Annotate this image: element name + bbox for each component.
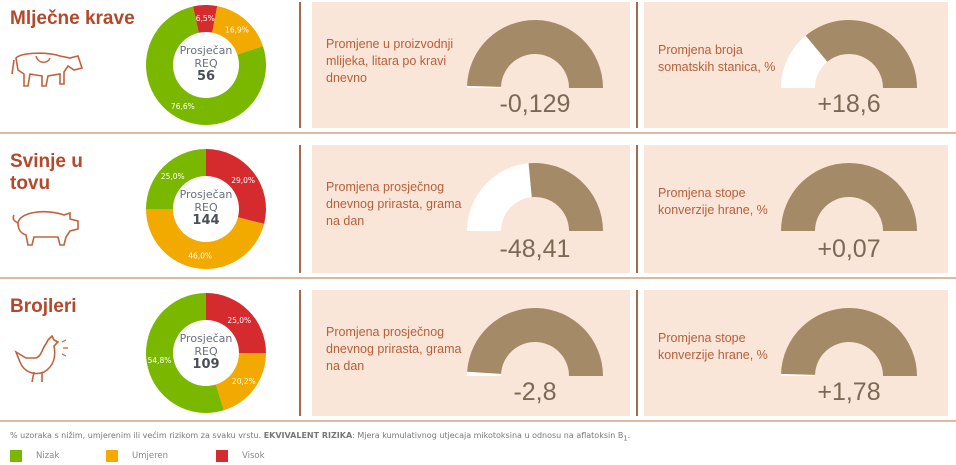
- species-title: Svinje u tovu: [10, 151, 83, 194]
- gauge: [781, 163, 917, 231]
- req-value: 144: [192, 213, 220, 228]
- gauge-fill: [528, 163, 603, 231]
- average-req: Prosječan REQ 56: [171, 44, 241, 83]
- species-row: Svinje u tovu 29,0% 46,0% 25,0% Prosječan REQ…: [0, 143, 956, 279]
- metric-panel: Promjena prosječnog dnevnog prirasta, gr…: [312, 145, 630, 273]
- gauge-fill: [805, 19, 917, 88]
- metric-label: Promjena prosječnog dnevnog prirasta, gr…: [326, 180, 462, 228]
- donut-label: 46,0%: [188, 252, 212, 261]
- metric-panel: Promjene u proizvodnji mlijeka, litara p…: [312, 2, 630, 128]
- donut-segment-visok: [192, 5, 218, 33]
- donut-segment-visok: [206, 293, 266, 353]
- risk-donut: 29,0% 46,0% 25,0%: [146, 149, 266, 269]
- gauge-empty: [781, 35, 828, 88]
- cow-icon: [11, 52, 84, 87]
- gauge-fill: [781, 307, 917, 376]
- divider: [299, 2, 301, 128]
- legend-swatch: [106, 450, 118, 462]
- donut-label: 54,8%: [148, 356, 172, 365]
- legend-swatch: [10, 450, 22, 462]
- species-row: Brojleri 25,0% 20,2% 54,8% Prosječan REQ 109 Pr…: [0, 288, 956, 422]
- center-label-line1: Prosječan: [179, 188, 233, 201]
- metric-label: Promjena stope konverzije hrane, %: [658, 186, 768, 217]
- gauge-empty: [467, 371, 502, 376]
- divider: [636, 2, 638, 128]
- donut-segment-umjeren: [146, 209, 265, 269]
- donut-segment-umjeren: [215, 353, 266, 411]
- divider: [636, 145, 638, 273]
- gauge-fill: [467, 19, 603, 88]
- req-value: 109: [192, 357, 220, 372]
- row-divider: [0, 277, 956, 279]
- center-label-line2: REQ: [194, 57, 218, 70]
- metric-panel: Promjena prosječnog dnevnog prirasta, gr…: [312, 290, 630, 416]
- center-label-line2: REQ: [194, 345, 218, 358]
- gauge: [467, 163, 603, 231]
- metric-label: Promjene u proizvodnji mlijeka, litara p…: [326, 37, 454, 85]
- metric-label: Promjena stope konverzije hrane, %: [658, 331, 768, 362]
- risk-donut: 6,5% 16,9% 76,6%: [146, 5, 266, 125]
- gauge-empty: [781, 373, 816, 376]
- metric-panel: Promjena stope konverzije hrane, % +1,78: [644, 290, 948, 416]
- gauge: [781, 19, 917, 88]
- legend-visok: Visok: [216, 450, 265, 462]
- donut-label: 25,0%: [161, 172, 185, 181]
- risk-donut: 25,0% 20,2% 54,8%: [146, 293, 266, 413]
- species-row: Mlječne krave 6,5% 16,9% 76,6% Prosječan REQ 5…: [0, 0, 956, 134]
- center-label-line2: REQ: [194, 201, 218, 214]
- metric-label: Promjena broja somatskih stanica, %: [658, 43, 776, 74]
- donut-label: 6,5%: [196, 14, 215, 23]
- gauge: [467, 307, 603, 376]
- average-req: Prosječan REQ 144: [171, 188, 241, 227]
- gauge-fill: [781, 163, 917, 231]
- donut-label: 16,9%: [225, 26, 249, 35]
- row-divider: [0, 420, 956, 422]
- donut-label: 76,6%: [171, 102, 195, 111]
- donut-segment-umjeren: [212, 6, 263, 55]
- pig-icon: [12, 210, 79, 246]
- species-title: Brojleri: [10, 296, 77, 317]
- metric-panel: Promjena broja somatskih stanica, % +18,6: [644, 2, 948, 128]
- divider: [299, 290, 301, 416]
- donut-label: 20,2%: [232, 377, 256, 386]
- gauge-empty: [467, 85, 502, 88]
- metric-label: Promjena prosječnog dnevnog prirasta, gr…: [326, 325, 462, 373]
- donut-label: 25,0%: [227, 316, 251, 325]
- metric-value: -2,8: [513, 378, 557, 406]
- metric-value: -48,41: [499, 235, 571, 263]
- gauge-empty: [467, 163, 532, 231]
- metric-value: +1,78: [817, 378, 881, 406]
- center-label-line1: Prosječan: [179, 44, 233, 57]
- gauge: [781, 307, 917, 376]
- footnote: % uzoraka s nižim, umjerenim ili većim r…: [10, 431, 631, 443]
- divider: [636, 290, 638, 416]
- divider: [299, 145, 301, 273]
- chicken-icon: [14, 334, 68, 383]
- donut-segment-nizak: [146, 149, 206, 209]
- gauge-fill: [467, 307, 603, 376]
- row-divider: [0, 132, 956, 134]
- center-label-line1: Prosječan: [179, 332, 233, 345]
- donut-label: 29,0%: [231, 176, 255, 185]
- metric-value: +0,07: [817, 235, 881, 263]
- average-req: Prosječan REQ 109: [171, 332, 241, 371]
- req-value: 56: [196, 69, 216, 84]
- species-title: Mlječne krave: [10, 8, 135, 29]
- metric-value: +18,6: [817, 90, 881, 118]
- legend-nizak: Nizak: [10, 450, 59, 462]
- legend-swatch: [216, 450, 228, 462]
- metric-value: -0,129: [499, 90, 571, 118]
- legend-umjeren: Umjeren: [106, 450, 168, 462]
- metric-panel: Promjena stope konverzije hrane, % +0,07: [644, 145, 948, 273]
- donut-segment-visok: [206, 149, 266, 224]
- gauge: [467, 19, 603, 88]
- donut-segment-nizak: [146, 6, 266, 125]
- donut-segment-nizak: [146, 293, 224, 413]
